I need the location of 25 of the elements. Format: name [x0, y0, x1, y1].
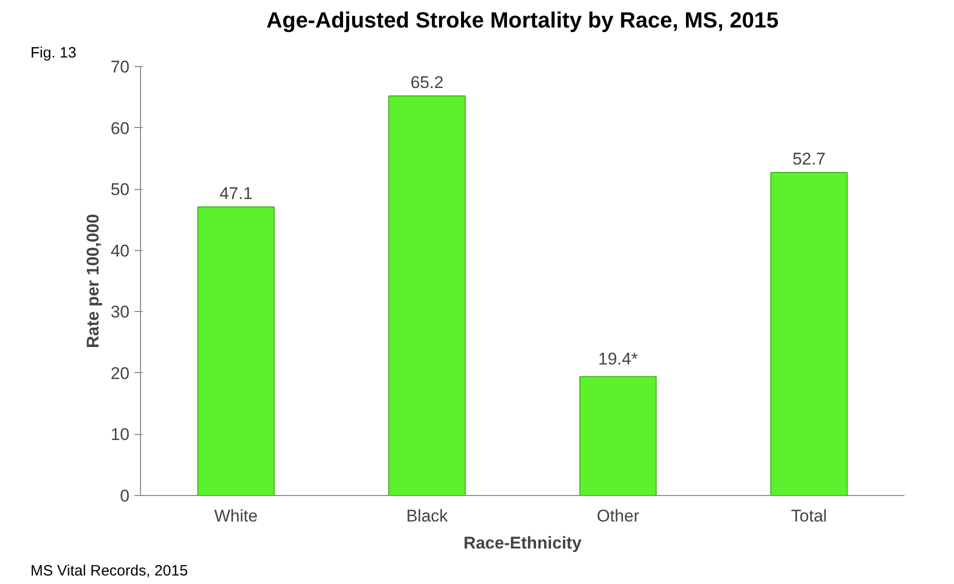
- y-tick-label: 30: [110, 302, 130, 322]
- chart-title: Age-Adjusted Stroke Mortality by Race, MS, 2015: [266, 8, 779, 32]
- x-tick-label: Total: [791, 506, 827, 526]
- bar: [579, 376, 657, 496]
- y-tick-label: 60: [110, 118, 130, 138]
- x-tick-label: Black: [406, 506, 448, 526]
- x-tick-label: White: [214, 506, 258, 526]
- bar: [197, 206, 275, 496]
- data-label: 19.4*: [598, 350, 638, 369]
- text: MS Vital Records, 2015: [30, 562, 188, 580]
- y-tick-label: 70: [110, 58, 130, 76]
- x-axis-title: Race-Ethnicity: [463, 534, 582, 552]
- y-tick-label: 40: [110, 241, 130, 260]
- data-label: 52.7: [792, 150, 826, 169]
- x-tick-label: Other: [596, 506, 640, 526]
- data-label: 65.2: [410, 72, 444, 92]
- caption: Fig. 13: [30, 44, 76, 62]
- y-tick-label: 0: [120, 486, 130, 506]
- y-tick-label: 50: [110, 180, 130, 200]
- bar: [770, 172, 848, 496]
- y-axis-title: Rate per 100,000: [84, 214, 103, 348]
- data-label: 47.1: [219, 184, 253, 203]
- y-tick-label: 10: [110, 425, 130, 444]
- bar: [388, 95, 466, 496]
- y-tick-label: 20: [110, 364, 130, 383]
